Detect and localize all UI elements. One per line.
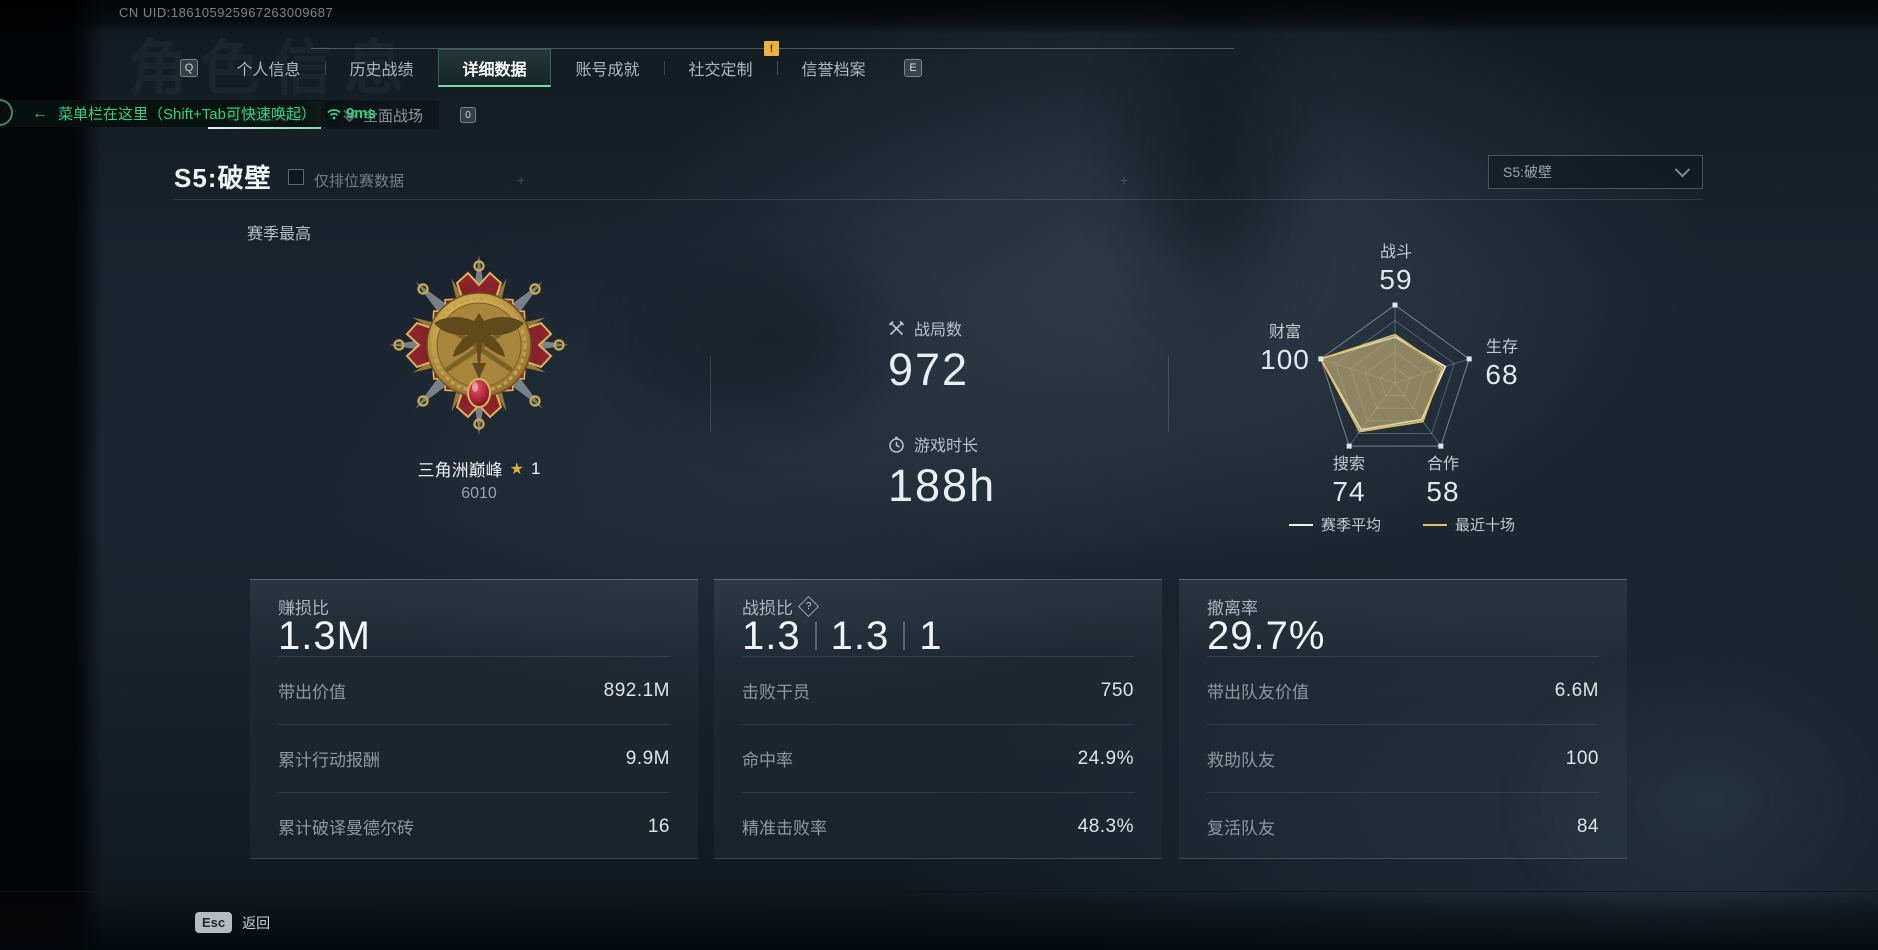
tab-detailed-stats[interactable]: 详细数据 xyxy=(438,49,551,87)
hud-cross-mark: + xyxy=(1120,172,1129,188)
key-hint-q: Q xyxy=(180,59,198,77)
key-hint-subtab: 0 xyxy=(460,107,476,123)
card-title: 战损比 xyxy=(742,598,793,618)
stat-row: 命中率 24.9% xyxy=(742,724,1134,792)
chevron-down-icon xyxy=(1674,161,1691,177)
help-icon[interactable]: ? xyxy=(797,595,820,617)
profit-loss-card: 赚损比 1.3M 带出价值 892.1M 累计行动报酬 9.9M 累计破译曼德尔砖 1… xyxy=(250,579,698,859)
playtime-label: 游戏时长 xyxy=(914,438,979,455)
value-separator xyxy=(903,622,906,650)
tab-social-custom[interactable]: 社交定制 xyxy=(664,49,777,87)
stat-row: 累计破译曼德尔砖 16 xyxy=(278,792,670,860)
tab-personal-info[interactable]: 个人信息 xyxy=(236,62,301,79)
tab-reputation[interactable]: 信誉档案 xyxy=(777,49,890,87)
stat-row: 精准击败率 48.3% xyxy=(742,792,1134,860)
kd-ratio-card: 战损比 ? 1.3 1.3 1 击败干员 750 命中率 24.9% 精准击败率 48… xyxy=(714,579,1162,859)
radar-axis-teamwork: 合作 58 xyxy=(1426,456,1460,507)
legend-season-average: 赛季平均 xyxy=(1289,514,1381,535)
star-icon: ★ xyxy=(509,460,524,478)
left-arrow-icon: ← xyxy=(32,104,48,122)
stat-row: 复活队友 84 xyxy=(1207,792,1599,860)
bottom-dark-strip xyxy=(0,891,1878,950)
card-title: 赚损比 xyxy=(278,598,329,618)
column-divider xyxy=(710,356,711,432)
extraction-rate-card: 撤离率 29.7% 带出队友价值 6.6M 救助队友 100 复活队友 84 xyxy=(1179,579,1627,859)
radar-axis-combat: 战斗 59 xyxy=(1379,244,1413,295)
medal-name-row: 三角洲巅峰 ★ 1 xyxy=(359,456,599,481)
stat-row: 救助队友 100 xyxy=(1207,724,1599,792)
left-dark-rail xyxy=(0,0,103,950)
legend-dash-icon xyxy=(1423,523,1447,526)
column-divider xyxy=(1168,356,1169,432)
playtime-stat: 游戏时长 188h xyxy=(888,432,996,512)
legend-dash-icon xyxy=(1289,523,1313,526)
medal-star-count: 1 xyxy=(530,458,541,478)
legend-recent-ten: 最近十场 xyxy=(1423,514,1515,535)
stat-row: 带出价值 892.1M xyxy=(278,656,670,724)
value-separator xyxy=(814,622,817,650)
wifi-icon xyxy=(327,109,341,120)
matches-stat: 战局数 972 xyxy=(888,316,969,396)
back-label: 返回 xyxy=(242,914,271,931)
back-action[interactable]: Esc 返回 xyxy=(195,912,270,933)
tab-achievements[interactable]: 账号成就 xyxy=(575,62,640,79)
heading-divider xyxy=(174,199,1703,200)
medal-score: 6010 xyxy=(461,485,497,502)
season-peak-medal xyxy=(389,255,569,435)
main-tab-bar: Q 个人信息 历史战绩 详细数据 账号成就 社交定制 信誉档案 E xyxy=(166,49,936,87)
card-main-value: 1.3M xyxy=(278,613,371,658)
menu-hint-text: 菜单栏在这里（Shift+Tab可快速唤起） xyxy=(58,106,316,123)
stat-row: 带出队友价值 6.6M xyxy=(1207,656,1599,724)
clock-icon xyxy=(889,436,904,453)
matches-value: 972 xyxy=(888,344,970,395)
season-dropdown-value: S5:破壁 xyxy=(1503,164,1553,180)
crossed-swords-icon xyxy=(888,320,905,335)
season-best-label: 赛季最高 xyxy=(247,226,312,243)
radar-axis-survival: 生存 68 xyxy=(1485,339,1519,390)
card-main-value: 29.7% xyxy=(1207,613,1326,658)
card-title: 撤离率 xyxy=(1207,598,1258,618)
stat-row: 击败干员 750 xyxy=(742,656,1134,724)
esc-key-badge: Esc xyxy=(195,912,233,933)
radar-axis-search: 搜索 74 xyxy=(1332,456,1366,507)
top-dark-strip xyxy=(0,0,1878,34)
radar-axis-wealth: 财富 100 xyxy=(1260,324,1310,375)
ranked-only-checkbox[interactable] xyxy=(288,169,304,185)
medal-name: 三角洲巅峰 xyxy=(417,461,503,480)
stat-row: 累计行动报酬 9.9M xyxy=(278,724,670,792)
performance-radar-chart xyxy=(1318,302,1472,449)
hud-cross-mark: + xyxy=(517,172,526,188)
ping-indicator: 9ms xyxy=(326,105,376,122)
season-heading: S5:破壁 xyxy=(174,163,272,193)
player-uid: CN UID:186105925967263009687 xyxy=(119,5,334,20)
matches-label: 战局数 xyxy=(914,322,963,339)
season-dropdown[interactable]: S5:破壁 xyxy=(1488,155,1703,189)
ranked-only-label: 仅排位赛数据 xyxy=(314,173,405,190)
key-hint-e: E xyxy=(904,59,922,77)
card-main-value: 1.3 1.3 1 xyxy=(742,613,943,658)
tab-match-history[interactable]: 历史战绩 xyxy=(325,49,438,87)
menu-hint-tooltip: ← 菜单栏在这里（Shift+Tab可快速唤起） 9ms xyxy=(0,100,388,127)
alert-badge-icon: ! xyxy=(764,41,779,56)
playtime-value: 188h xyxy=(888,460,997,511)
watermark-page-title: 角色信息 xyxy=(128,35,416,102)
ping-value: 9ms xyxy=(345,105,376,122)
